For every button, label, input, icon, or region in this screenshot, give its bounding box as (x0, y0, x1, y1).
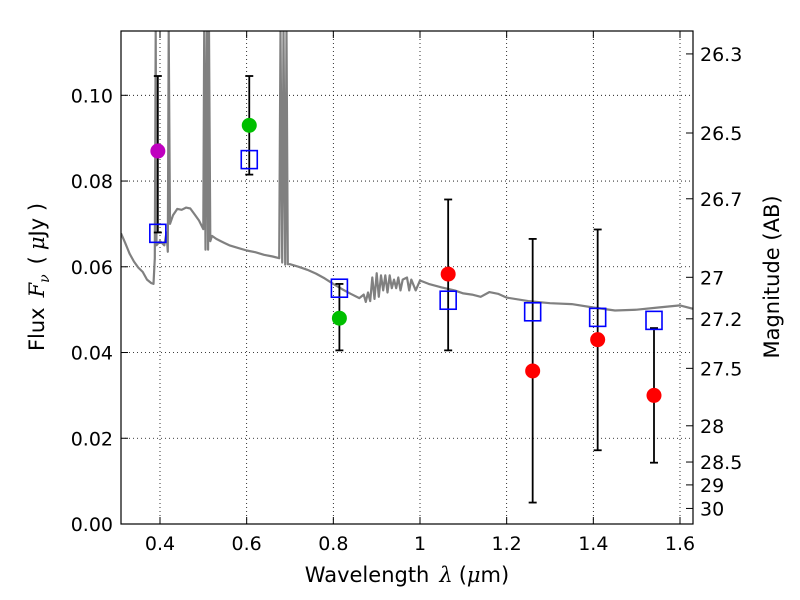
x-axis-label: Wavelength (305, 563, 430, 587)
x-tick-label-3: 1 (414, 533, 426, 555)
model-sed-series (121, 31, 693, 312)
y-tick-label-3: 0.06 (71, 257, 113, 279)
observed-point-2-2 (590, 332, 606, 348)
mag-tick-label-7: 28.5 (700, 452, 742, 474)
observed-point-1-0 (241, 117, 257, 133)
x-tick-label-1: 0.6 (232, 533, 262, 555)
mag-tick-label-9: 30 (700, 498, 724, 520)
y-tick-label-2: 0.04 (71, 343, 113, 365)
x-tick-label-4: 1.2 (492, 533, 522, 555)
magnitude-axis-title: Magnitude (AB) (760, 195, 784, 358)
x-axis-unit-mu: μ (467, 563, 481, 587)
model-band-square-5 (588, 307, 607, 328)
observed-point-2-1 (525, 363, 541, 379)
x-axis-title: Wavelength λ (μm) (305, 563, 509, 587)
mag-tick-label-8: 29 (700, 475, 724, 497)
mag-tick-label-1: 26.5 (700, 123, 742, 145)
observed-flux-series (150, 117, 662, 403)
y-axis-unit-mu: μ (25, 236, 49, 250)
model-band-square-4 (523, 301, 542, 322)
x-axis-unit-open: ( (459, 563, 467, 587)
observed-point-2-3 (646, 387, 662, 403)
mag-tick-label-0: 26.3 (700, 44, 742, 66)
model-band-square-1 (240, 149, 259, 170)
x-tick-label-2: 0.8 (318, 533, 348, 555)
model-band-flux-series (149, 149, 663, 331)
model-band-square-3 (439, 290, 457, 311)
y-axis-title: Flux Fν ( μJy ) (25, 203, 53, 351)
y-axis-unit-open: ( (25, 256, 49, 264)
y-tick-label-5: 0.10 (71, 85, 113, 107)
model-band-square-0 (149, 223, 167, 244)
x-axis-symbol: λ (438, 563, 452, 587)
model-sed-line (121, 31, 693, 312)
mag-tick-label-2: 26.7 (700, 189, 742, 211)
y-axis-label: Flux (25, 307, 49, 351)
observed-point-2-0 (440, 266, 456, 282)
y-axis-symbol: F (25, 281, 49, 298)
y-tick-label-4: 0.08 (71, 171, 113, 193)
axis-ticks: 0.4 0.6 0.8 1 1.2 1.4 1.6 0.00 0.02 0.04 0.06 0.08 0… (71, 31, 742, 555)
y-tick-label-1: 0.02 (71, 428, 113, 450)
model-band-square-2 (330, 278, 349, 299)
observed-point-1-1 (331, 310, 347, 326)
model-band-square-6 (645, 310, 663, 331)
x-tick-label-5: 1.4 (578, 533, 608, 555)
x-axis-unit-close: m) (481, 563, 510, 587)
mag-tick-label-3: 27 (700, 267, 724, 289)
y-axis-unit-close: Jy ) (25, 203, 49, 239)
x-tick-label-0: 0.4 (145, 533, 175, 555)
mag-tick-label-4: 27.2 (700, 309, 742, 331)
mag-tick-label-5: 27.5 (700, 358, 742, 380)
observed-point-0-0 (150, 143, 166, 159)
x-tick-label-6: 1.6 (665, 533, 695, 555)
mag-tick-label-6: 28 (700, 416, 724, 438)
y-tick-label-0: 0.00 (71, 514, 113, 536)
y-axis-symbol-subscript: ν (37, 274, 53, 283)
